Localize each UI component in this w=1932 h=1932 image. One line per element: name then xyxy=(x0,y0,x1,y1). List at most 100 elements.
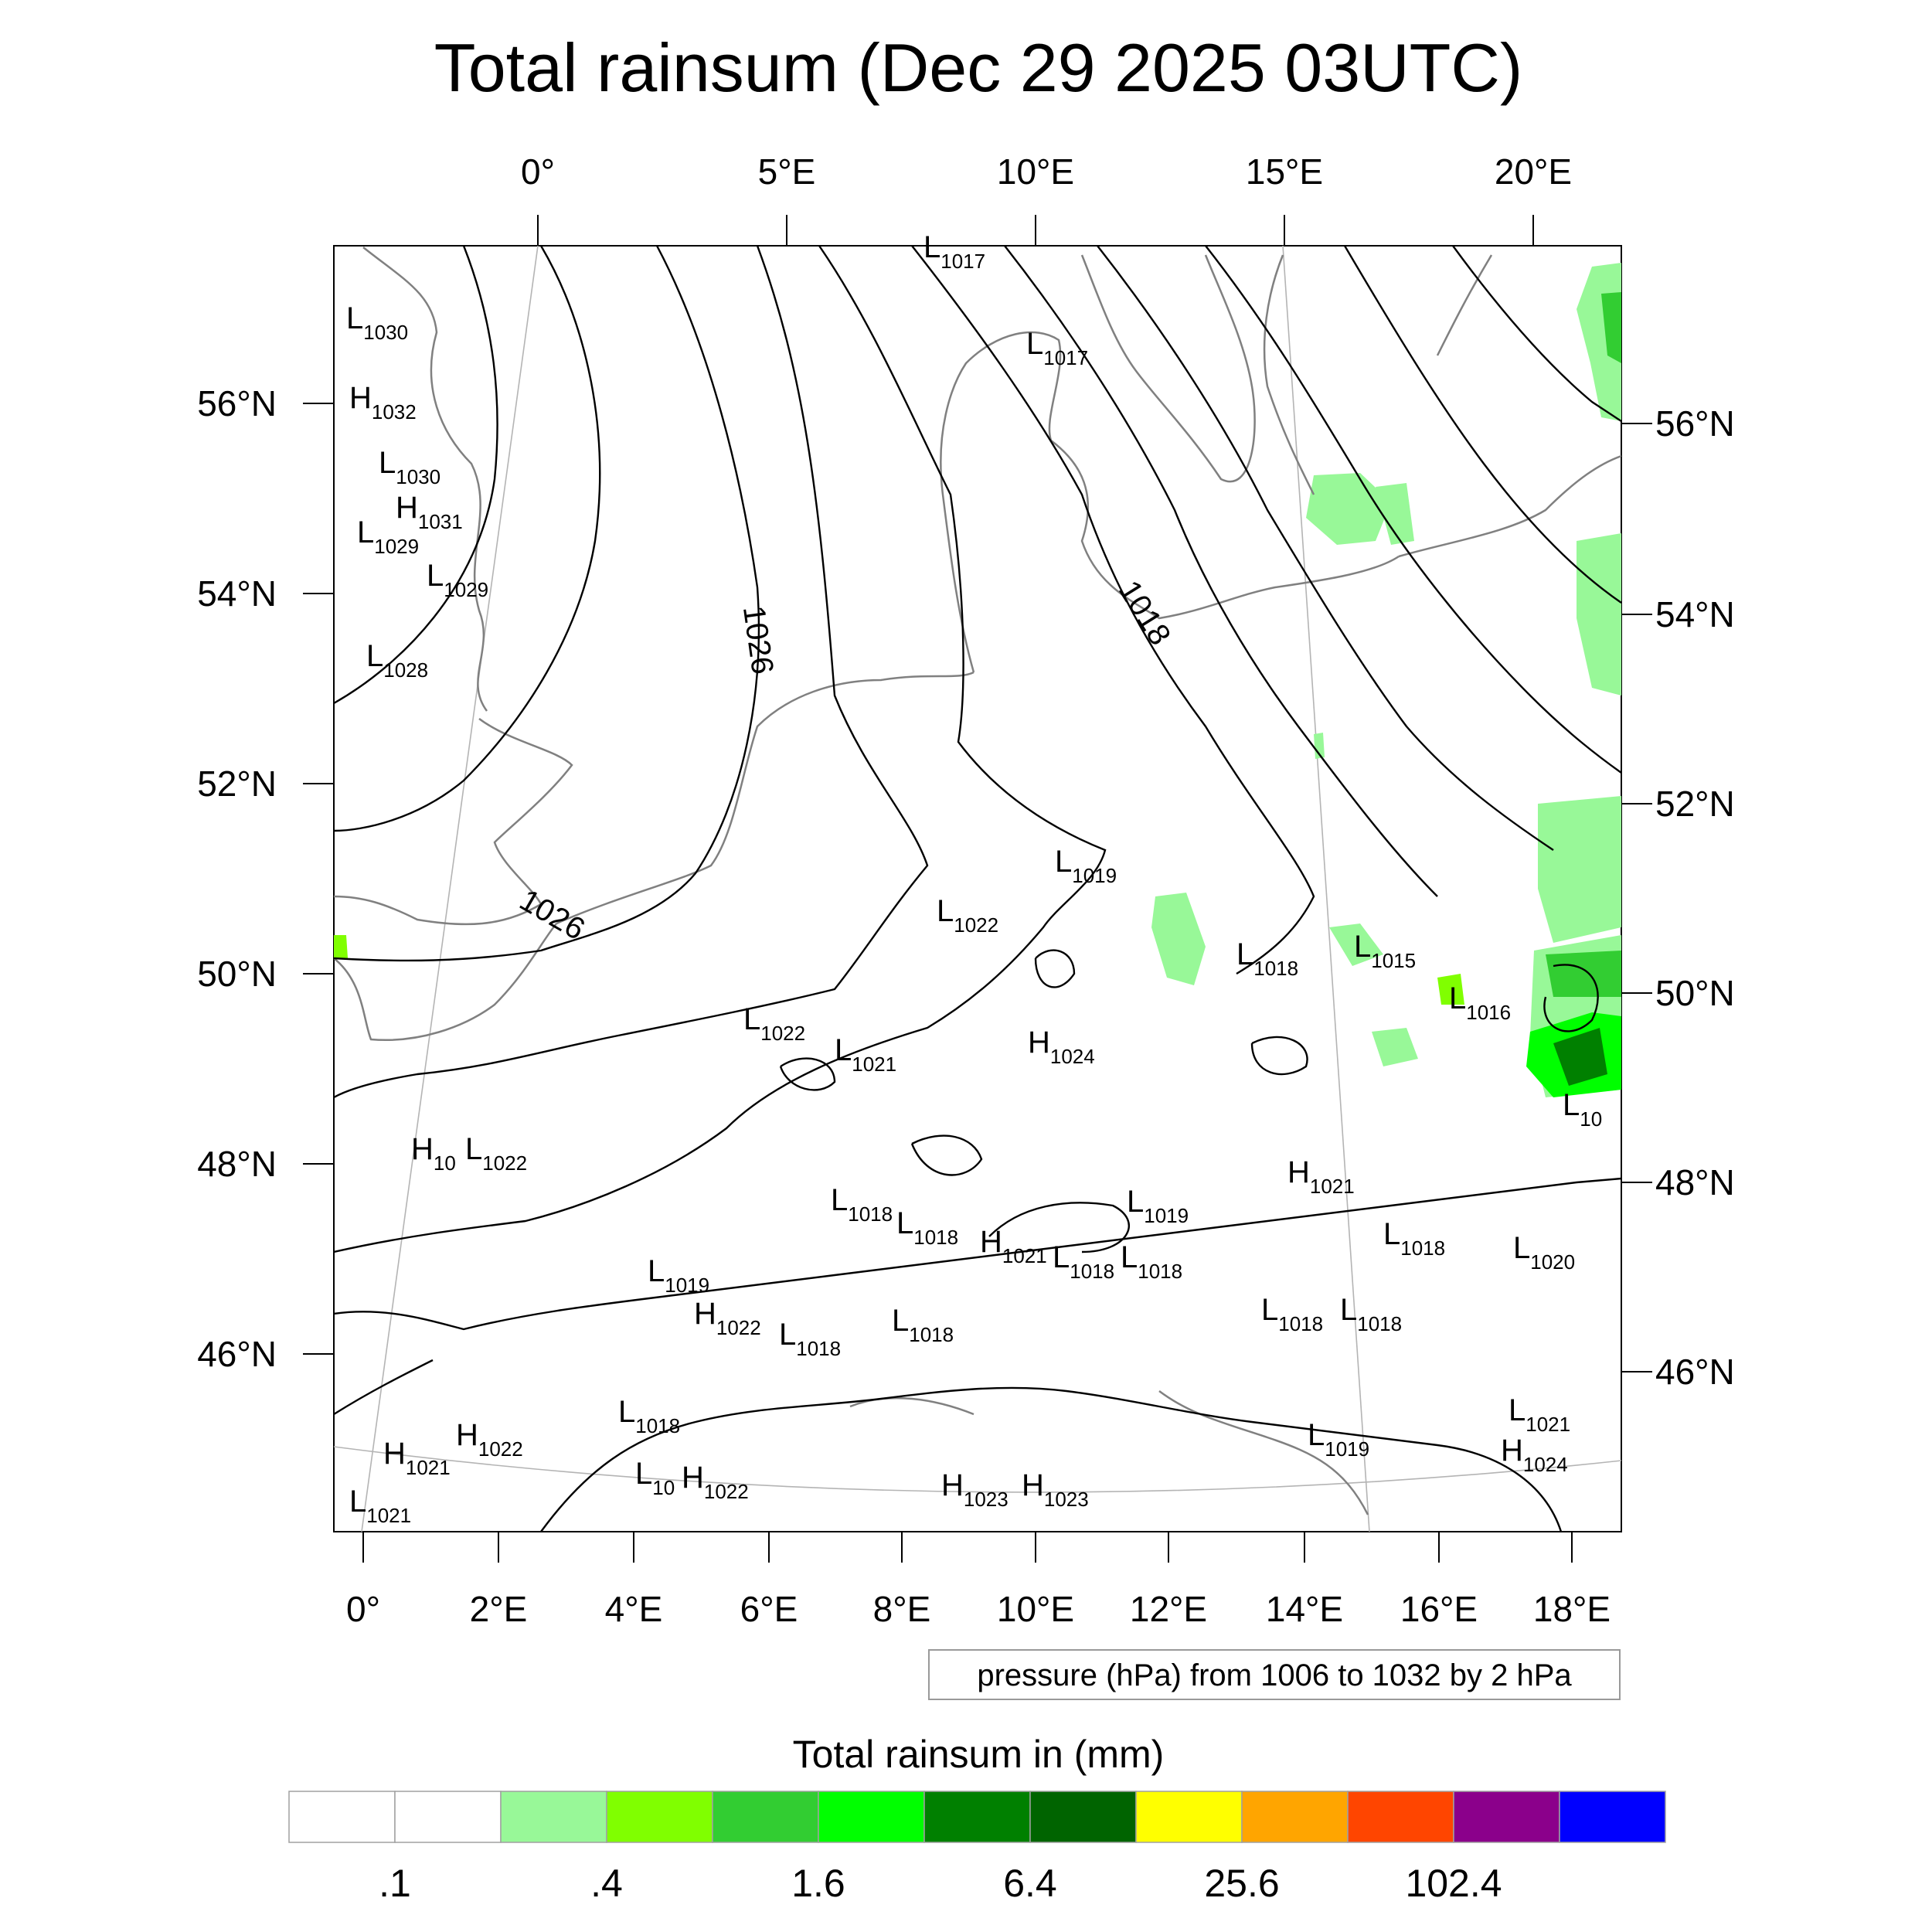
bottom-lon-label: 10°E xyxy=(997,1589,1074,1629)
top-lon-label: 0° xyxy=(521,151,555,192)
colorbar-box xyxy=(1347,1791,1454,1843)
colorbar-tick-label: 25.6 xyxy=(1204,1862,1279,1905)
low-pressure-label: L10 xyxy=(1563,1088,1602,1131)
rain-area-baltic-east xyxy=(1376,483,1414,545)
colorbar-boxes xyxy=(288,1791,1666,1843)
colorbar-box xyxy=(500,1791,607,1843)
top-lon-axis: 0° 5°E 10°E 15°E 20°E xyxy=(521,151,1572,246)
bottom-lon-label: 8°E xyxy=(873,1589,931,1629)
low-pressure-label: L1021 xyxy=(835,1033,896,1076)
right-lat-label: 50°N xyxy=(1655,973,1735,1013)
rain-area-central xyxy=(1151,893,1206,985)
coast-benelux xyxy=(556,671,975,925)
rain-area-small xyxy=(1437,974,1464,1005)
high-pressure-label: H1032 xyxy=(349,381,417,423)
top-lon-label: 15°E xyxy=(1246,151,1323,192)
isobar-loop-1 xyxy=(988,1202,1130,1253)
rain-area-east-heavy xyxy=(1553,1028,1607,1086)
rain-area-west xyxy=(334,935,348,960)
low-pressure-label: L1019 xyxy=(1308,1418,1369,1461)
low-pressure-label: L1021 xyxy=(349,1485,411,1527)
isobar-south-1 xyxy=(334,1177,1621,1331)
colorbar-labels: .1 .4 1.6 6.4 25.6 102.4 xyxy=(379,1862,1502,1905)
low-pressure-label: L1020 xyxy=(1513,1231,1575,1274)
low-pressure-label: L1018 xyxy=(1236,937,1298,980)
isobar-1022 xyxy=(334,246,1107,1253)
coast-adriatic xyxy=(1158,1389,1369,1515)
right-lat-label: 52°N xyxy=(1655,784,1735,824)
rain-area-speck xyxy=(1314,733,1325,759)
high-pressure-label: H10 xyxy=(411,1132,456,1175)
isobar-1016 xyxy=(1097,246,1554,851)
low-pressure-label: L1018 xyxy=(1121,1240,1182,1283)
isobar-1012 xyxy=(1343,246,1621,604)
colorbar-tick-label: .4 xyxy=(590,1862,623,1905)
low-pressure-label: L1021 xyxy=(1509,1393,1570,1436)
bottom-lon-label: 6°E xyxy=(740,1589,798,1629)
high-pressure-label: H1021 xyxy=(383,1437,451,1479)
right-lat-label: 56°N xyxy=(1655,403,1735,444)
isobar-b xyxy=(334,246,601,832)
coast-germany-poland xyxy=(1050,440,1400,620)
rain-area-east-mid xyxy=(1546,951,1621,997)
isobar-loop-3 xyxy=(910,1134,983,1176)
high-pressure-label: H1023 xyxy=(1022,1468,1089,1511)
colorbar-box xyxy=(818,1791,925,1843)
colorbar-title: Total rainsum in (mm) xyxy=(793,1733,1165,1776)
isobar-1020 xyxy=(911,246,1315,975)
low-pressure-label: L1030 xyxy=(379,446,440,488)
right-lat-label: 46°N xyxy=(1655,1352,1735,1392)
low-pressure-label: L1015 xyxy=(1354,930,1416,972)
coast-britain-south xyxy=(334,717,573,926)
low-pressure-label: L1018 xyxy=(618,1395,680,1437)
colorbar-tick-label: .1 xyxy=(379,1862,411,1905)
low-pressure-label: L1018 xyxy=(1053,1240,1114,1283)
low-pressure-label: L1022 xyxy=(465,1132,527,1175)
low-pressure-label: L1022 xyxy=(743,1002,805,1045)
note-frame xyxy=(928,1649,1621,1700)
rain-area-czech xyxy=(1329,923,1383,966)
high-pressure-label: H1022 xyxy=(694,1297,761,1339)
left-lat-label: 54°N xyxy=(197,573,277,614)
pressure-note: pressure (hPa) from 1006 to 1032 by 2 hP… xyxy=(977,1658,1572,1692)
low-pressure-label: L1017 xyxy=(1026,327,1088,369)
colorbar-box xyxy=(712,1791,819,1843)
isobar-south-3 xyxy=(334,1359,434,1416)
map-frame xyxy=(333,245,1622,1532)
meridian-0 xyxy=(361,246,539,1532)
isobar-1024 xyxy=(334,246,929,1099)
bottom-lon-label: 2°E xyxy=(470,1589,528,1629)
isobar-loop-5 xyxy=(1034,949,1076,988)
low-pressure-label: L1018 xyxy=(896,1206,958,1249)
high-pressure-label: H1021 xyxy=(1287,1155,1355,1198)
high-pressure-label: H1024 xyxy=(1501,1434,1568,1476)
isobar-loop-6 xyxy=(1543,964,1599,1032)
left-lat-label: 56°N xyxy=(197,383,277,423)
pressure-note-box: pressure (hPa) from 1006 to 1032 by 2 hP… xyxy=(928,1649,1621,1700)
bottom-lon-label: 0° xyxy=(346,1589,380,1629)
low-pressure-label: L1029 xyxy=(427,559,488,601)
top-lon-label: 20°E xyxy=(1495,151,1572,192)
rain-area-north-core xyxy=(1601,292,1621,363)
low-pressure-label: L1028 xyxy=(366,639,428,682)
colorbar-box xyxy=(1135,1791,1243,1843)
low-pressure-label: L1029 xyxy=(357,515,419,558)
coast-france-north xyxy=(334,923,557,1041)
isobar-1026 xyxy=(334,246,760,962)
isobar-1014 xyxy=(1205,246,1621,774)
coast-alps-lake xyxy=(849,1396,975,1416)
isobars xyxy=(334,246,1621,1532)
high-pressure-label: H1021 xyxy=(980,1225,1047,1267)
isobar-1018 xyxy=(1004,246,1438,897)
left-lat-label: 52°N xyxy=(197,764,277,804)
isobar-loop-2 xyxy=(1250,1036,1308,1076)
left-lat-label: 46°N xyxy=(197,1334,277,1374)
low-pressure-label: L1018 xyxy=(779,1318,841,1360)
colorbar-box xyxy=(288,1791,396,1843)
bottom-lon-label: 12°E xyxy=(1130,1589,1207,1629)
high-pressure-label: H1022 xyxy=(682,1461,749,1503)
left-lat-label: 48°N xyxy=(197,1144,277,1184)
low-pressure-label: L10 xyxy=(635,1457,675,1499)
